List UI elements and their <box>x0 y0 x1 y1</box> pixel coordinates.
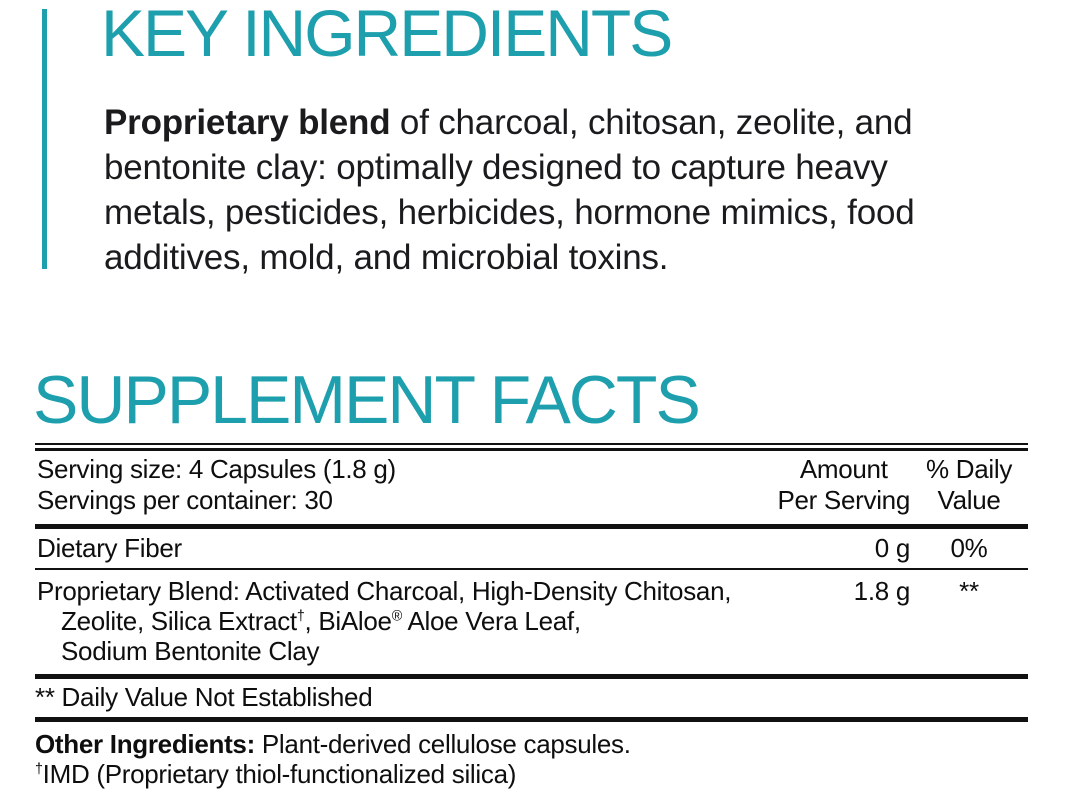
blend-description: Proprietary Blend: Activated Charcoal, H… <box>35 576 750 666</box>
paragraph-line: bentonite clay: optimally designed to ca… <box>104 148 888 187</box>
dv-header-line2: Value <box>937 485 1001 515</box>
table-row-dietary-fiber: Dietary Fiber 0 g 0% <box>35 529 1028 568</box>
nutrient-name: Dietary Fiber <box>37 533 182 563</box>
paragraph-bold-lead: Proprietary blend <box>104 103 391 142</box>
servings-per-container: Servings per container: 30 <box>37 485 333 515</box>
imd-note-text: IMD (Proprietary thiol-functionalized si… <box>42 759 517 789</box>
table-header-row: Serving size: 4 Capsules (1.8 g) Serving… <box>35 451 1028 524</box>
amount-header-line2: Per Serving <box>777 485 910 515</box>
nutrient-daily-value: 0% <box>950 533 988 563</box>
key-ingredients-title: KEY INGREDIENTS <box>101 0 673 70</box>
blend-amount: 1.8 g <box>853 576 911 606</box>
blend-line2: Zeolite, Silica Extract†, BiAloe® Aloe V… <box>61 606 581 636</box>
imd-note: †IMD (Proprietary thiol-functionalized s… <box>35 759 1028 789</box>
dv-header-line1: % Daily <box>925 454 1013 484</box>
paragraph-line: Proprietary blend of charcoal, chitosan,… <box>104 100 1004 145</box>
daily-value-footnote: ** Daily Value Not Established <box>35 682 373 712</box>
table-rule-thick <box>35 524 1028 529</box>
amount-header-line1: Amount <box>799 454 888 484</box>
other-ingredients-line: Other Ingredients: Plant-derived cellulo… <box>35 729 1028 759</box>
serving-info: Serving size: 4 Capsules (1.8 g) Serving… <box>35 454 750 516</box>
amount-column-header: Amount Per Serving <box>750 454 910 516</box>
other-ingredients-block: Other Ingredients: Plant-derived cellulo… <box>35 722 1028 789</box>
table-row-proprietary-blend: Proprietary Blend: Activated Charcoal, H… <box>35 570 1028 674</box>
table-rule-thick <box>35 717 1028 722</box>
blend-line1: Proprietary Blend: Activated Charcoal, H… <box>37 576 732 606</box>
accent-vertical-bar <box>42 9 47 269</box>
table-rule-thick <box>35 674 1028 679</box>
paragraph-text: of charcoal, chitosan, zeolite, and <box>390 103 913 142</box>
nutrient-amount: 0 g <box>874 533 911 563</box>
registered-symbol: ® <box>391 608 403 625</box>
key-ingredients-paragraph: Proprietary blend of charcoal, chitosan,… <box>104 100 1004 280</box>
other-ingredients-text: Plant-derived cellulose capsules. <box>254 729 631 759</box>
supplement-facts-title: SUPPLEMENT FACTS <box>33 362 701 438</box>
table-rule-thin <box>35 568 1028 570</box>
supplement-facts-table: Serving size: 4 Capsules (1.8 g) Serving… <box>35 443 1028 789</box>
other-ingredients-label: Other Ingredients: <box>35 729 255 759</box>
blend-line3: Sodium Bentonite Clay <box>61 636 320 666</box>
paragraph-line: additives, mold, and microbial toxins. <box>104 238 669 277</box>
dagger-symbol: † <box>35 761 43 778</box>
dagger-symbol: † <box>296 608 305 625</box>
table-top-double-rule <box>35 443 1028 451</box>
serving-size: Serving size: 4 Capsules (1.8 g) <box>37 454 396 484</box>
daily-value-column-header: % Daily Value <box>910 454 1028 516</box>
blend-daily-value: ** <box>959 576 979 606</box>
paragraph-line: metals, pesticides, herbicides, hormone … <box>104 193 915 232</box>
